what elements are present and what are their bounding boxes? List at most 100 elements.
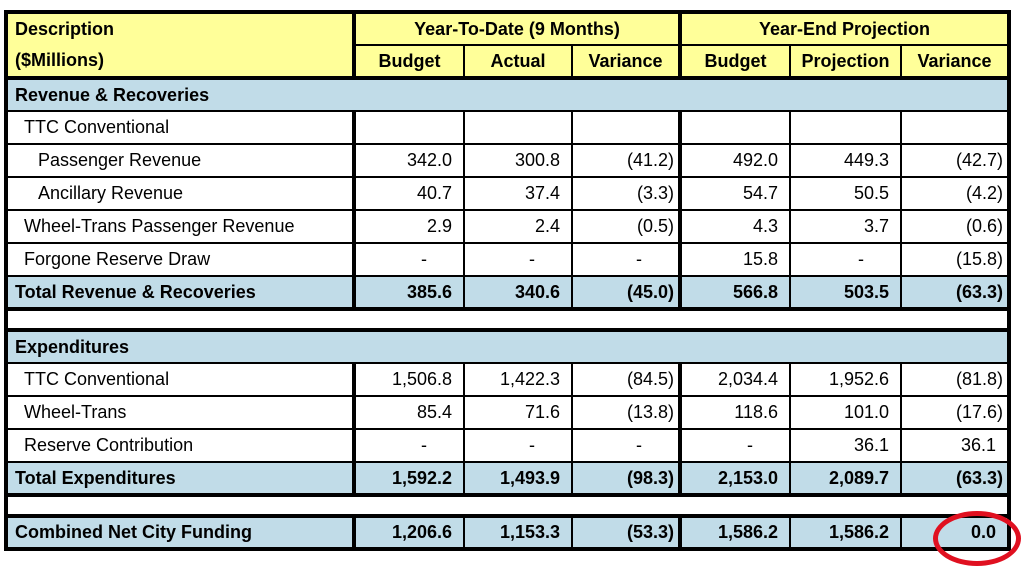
value-cell: (42.7) bbox=[900, 143, 1011, 178]
value-cell: - bbox=[789, 242, 903, 277]
value-cell: 1,493.9 bbox=[463, 461, 573, 497]
table-row: Ancillary Revenue 40.7 37.4 (3.3) 54.7 50.5 (4… bbox=[5, 176, 1011, 211]
row-label: Forgone Reserve Draw bbox=[5, 242, 355, 277]
value-cell: 385.6 bbox=[352, 275, 465, 311]
value-cell: (13.8) bbox=[570, 395, 682, 430]
value-cell: 300.8 bbox=[463, 143, 573, 178]
value-cell: (3.3) bbox=[570, 176, 682, 211]
value-cell: 1,592.2 bbox=[352, 461, 465, 497]
spacer-row bbox=[4, 495, 1011, 516]
table-row: Forgone Reserve Draw - - -15.8- (15.8) bbox=[5, 242, 1011, 277]
value-cell: - bbox=[570, 428, 682, 463]
row-label: Wheel-Trans bbox=[5, 395, 355, 430]
value-cell: 85.4 bbox=[352, 395, 465, 430]
table-row: Combined Net City Funding 1,206.6 1,153.3(… bbox=[5, 514, 1011, 551]
table-row: TTC Conventional 1,506.8 1,422.3 (84.5) 2,03… bbox=[5, 362, 1011, 397]
table-row: Wheel-Trans 85.4 71.6 (13.8) 118.6 101.0 (17.6… bbox=[5, 395, 1011, 430]
budget-variance-table: Description ($Millions) Year-To-Date (9 … bbox=[4, 10, 1012, 551]
value-cell: 0.0 bbox=[900, 514, 1011, 551]
value-cell: 2,089.7 bbox=[789, 461, 903, 497]
description-header-line1: Description bbox=[15, 19, 115, 39]
value-cell: - bbox=[678, 428, 792, 463]
value-cell: 449.3 bbox=[789, 143, 903, 178]
row-label: Total Revenue & Recoveries bbox=[5, 275, 355, 311]
row-label: Revenue & Recoveries bbox=[4, 76, 1011, 112]
value-cell bbox=[352, 110, 465, 145]
value-cell: 503.5 bbox=[789, 275, 903, 311]
value-cell bbox=[570, 110, 682, 145]
header-group-row: Description ($Millions) Year-To-Date (9 … bbox=[5, 11, 1011, 79]
value-cell: 71.6 bbox=[463, 395, 573, 430]
table-row: Total Expenditures 1,592.2 1,493.9 (98.3) 2,… bbox=[5, 461, 1011, 497]
value-cell: - bbox=[352, 428, 465, 463]
header-columns-row: Budget Actual Variance Budget Projection… bbox=[6, 44, 1011, 79]
table-row: TTC Conventional bbox=[5, 110, 1011, 145]
value-cell: (45.0) bbox=[570, 275, 682, 311]
row-label: TTC Conventional bbox=[5, 362, 355, 397]
row-label: Total Expenditures bbox=[5, 461, 355, 497]
table-row: Expenditures bbox=[4, 328, 1011, 364]
spacer-row bbox=[4, 309, 1011, 330]
value-cell: 1,206.6 bbox=[352, 514, 465, 551]
spacer-cell bbox=[4, 309, 1011, 330]
value-cell: - bbox=[463, 428, 573, 463]
value-cell: 3.7 bbox=[789, 209, 903, 244]
value-cell: (15.8) bbox=[900, 242, 1011, 277]
col-header-ytd-variance: Variance bbox=[570, 44, 682, 79]
value-cell: (17.6) bbox=[900, 395, 1011, 430]
value-cell: 342.0 bbox=[352, 143, 465, 178]
value-cell bbox=[900, 110, 1011, 145]
value-cell: - bbox=[352, 242, 465, 277]
value-cell bbox=[678, 110, 792, 145]
row-label: Reserve Contribution bbox=[5, 428, 355, 463]
value-cell: (63.3) bbox=[900, 275, 1011, 311]
row-label: Ancillary Revenue bbox=[5, 176, 355, 211]
value-cell bbox=[463, 110, 573, 145]
group-header-year-to-date: Year-To-Date (9 Months) bbox=[351, 11, 682, 46]
table-row: Revenue & Recoveries bbox=[4, 76, 1011, 112]
row-label: Expenditures bbox=[4, 328, 1011, 364]
value-cell: (53.3) bbox=[570, 514, 682, 551]
row-label: Combined Net City Funding bbox=[5, 514, 355, 551]
table-row: Reserve Contribution - - - -36.1 36.1 bbox=[5, 428, 1011, 463]
value-cell: 1,153.3 bbox=[463, 514, 573, 551]
value-cell: 118.6 bbox=[678, 395, 792, 430]
col-header-ye-budget: Budget bbox=[678, 44, 792, 79]
row-label: Passenger Revenue bbox=[5, 143, 355, 178]
value-cell: 15.8 bbox=[678, 242, 792, 277]
value-cell: (84.5) bbox=[570, 362, 682, 397]
table-row: Wheel-Trans Passenger Revenue 2.9 2.4 (0.5)… bbox=[5, 209, 1011, 244]
table-row: Total Revenue & Recoveries 385.6 340.6 (45.… bbox=[5, 275, 1011, 311]
value-cell: 1,506.8 bbox=[352, 362, 465, 397]
value-cell: 50.5 bbox=[789, 176, 903, 211]
value-cell: 2,153.0 bbox=[678, 461, 792, 497]
value-cell: (41.2) bbox=[570, 143, 682, 178]
description-header: Description ($Millions) bbox=[5, 11, 355, 79]
value-cell: 37.4 bbox=[463, 176, 573, 211]
group-header-year-end-projection: Year-End Projection bbox=[678, 11, 1011, 46]
value-cell: 36.1 bbox=[789, 428, 903, 463]
value-cell: 2.9 bbox=[352, 209, 465, 244]
table-body: Revenue & Recoveries TTC Conventional Pass… bbox=[4, 76, 1011, 551]
value-cell: 492.0 bbox=[678, 143, 792, 178]
value-cell: 54.7 bbox=[678, 176, 792, 211]
table-row: Passenger Revenue 342.0 300.8 (41.2) 492.0 44… bbox=[5, 143, 1011, 178]
value-cell: (0.5) bbox=[570, 209, 682, 244]
table-header: Description ($Millions) Year-To-Date (9 … bbox=[5, 11, 1011, 79]
value-cell: 1,586.2 bbox=[789, 514, 903, 551]
value-cell: 1,952.6 bbox=[789, 362, 903, 397]
value-cell: (81.8) bbox=[900, 362, 1011, 397]
value-cell: (0.6) bbox=[900, 209, 1011, 244]
value-cell: 2.4 bbox=[463, 209, 573, 244]
value-cell: (98.3) bbox=[570, 461, 682, 497]
value-cell: 566.8 bbox=[678, 275, 792, 311]
value-cell: 101.0 bbox=[789, 395, 903, 430]
value-cell bbox=[789, 110, 903, 145]
description-header-line2: ($Millions) bbox=[15, 50, 104, 70]
col-header-ye-projection: Projection bbox=[789, 44, 903, 79]
value-cell: (63.3) bbox=[900, 461, 1011, 497]
value-cell: 2,034.4 bbox=[678, 362, 792, 397]
row-label: TTC Conventional bbox=[5, 110, 355, 145]
value-cell: 4.3 bbox=[678, 209, 792, 244]
